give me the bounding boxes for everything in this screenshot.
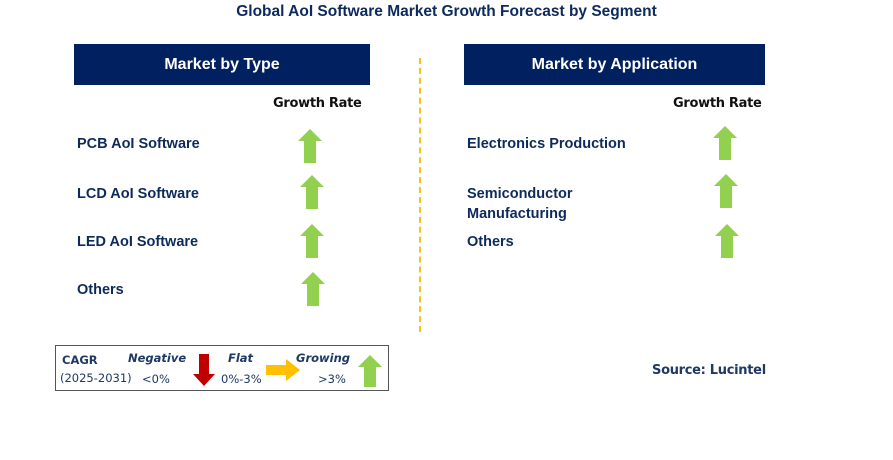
chart-title: Global AoI Software Market Growth Foreca… — [236, 3, 657, 20]
application-item-semiconductor: Semiconductor Manufacturing — [467, 184, 573, 224]
application-growth-rate-label: Growth Rate — [673, 96, 762, 111]
source-label: Source: Lucintel — [652, 363, 766, 378]
up-arrow-icon — [358, 355, 382, 387]
up-arrow-icon — [300, 224, 324, 258]
application-item-others: Others — [467, 234, 514, 250]
legend-negative-range: <0% — [142, 372, 170, 386]
semiconductor-line1: Semiconductor — [467, 186, 573, 202]
semiconductor-line2: Manufacturing — [467, 206, 567, 222]
legend-growing-range: >3% — [318, 372, 346, 386]
type-item-led: LED AoI Software — [77, 234, 199, 250]
up-arrow-icon — [301, 272, 325, 306]
up-arrow-icon — [300, 175, 324, 209]
up-arrow-icon — [713, 126, 737, 160]
legend-period: (2025-2031) — [60, 371, 132, 385]
up-arrow-icon — [298, 129, 322, 163]
down-arrow-icon — [193, 354, 215, 386]
legend-flat-label: Flat — [228, 351, 254, 365]
right-arrow-icon — [266, 359, 300, 381]
cagr-legend: CAGR (2025-2031) Negative <0% Flat 0%-3%… — [55, 345, 389, 391]
market-by-application-header: Market by Application — [464, 44, 765, 85]
panel-divider — [419, 58, 421, 332]
type-item-pcb: PCB AoI Software — [77, 136, 200, 152]
market-by-type-header: Market by Type — [74, 44, 370, 85]
type-growth-rate-label: Growth Rate — [273, 96, 362, 111]
legend-negative-label: Negative — [128, 351, 187, 365]
legend-cagr-label: CAGR — [62, 353, 98, 367]
up-arrow-icon — [715, 224, 739, 258]
application-item-electronics: Electronics Production — [467, 136, 626, 152]
type-item-others: Others — [77, 282, 124, 298]
type-item-lcd: LCD AoI Software — [77, 186, 199, 202]
up-arrow-icon — [714, 174, 738, 208]
legend-growing-label: Growing — [296, 351, 350, 365]
legend-flat-range: 0%-3% — [221, 372, 262, 386]
